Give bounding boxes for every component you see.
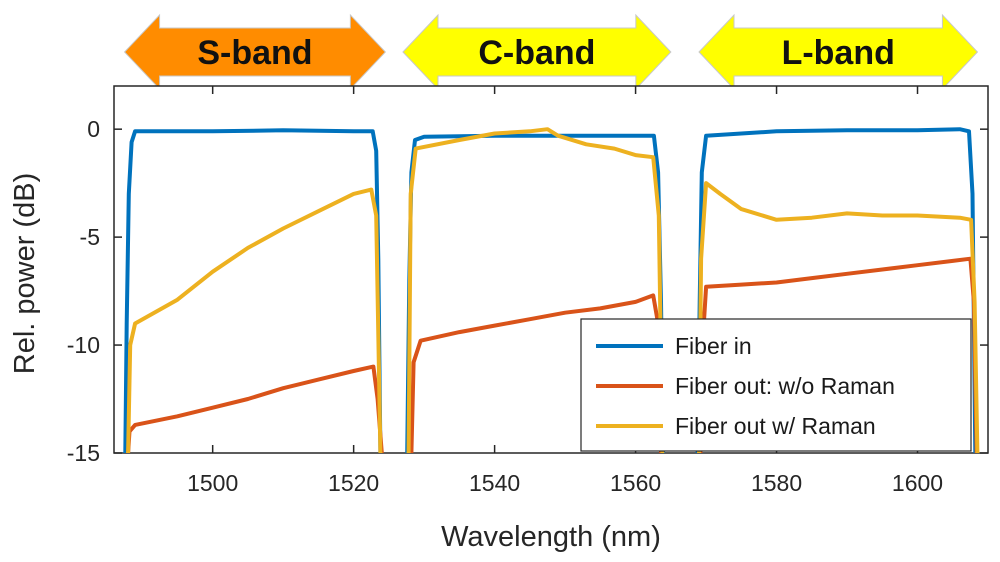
legend-entry-fiber-out-w-raman: Fiber out w/ Raman [675,413,876,439]
y-tick-label: 0 [87,116,100,142]
band-label-s-band: S-band [197,34,312,72]
band-label-c-band: C-band [478,34,595,72]
series-line-fiber-out-w-raman-2 [406,127,665,453]
y-tick-label: -5 [80,224,100,250]
band-arrow-l-band [698,13,979,91]
y-axis-label: Rel. power (dB) [9,173,41,374]
y-tick-label: -15 [67,440,100,466]
series-line-fiber-out-w-o-raman-1 [126,364,384,453]
series-line-fiber-out-w-o-raman-3 [698,256,979,453]
x-tick-label: 1580 [751,470,802,496]
band-arrow-c-band [402,13,672,91]
x-tick-label: 1500 [187,470,238,496]
x-tick-label: 1540 [469,470,520,496]
band-label-l-band: L-band [782,34,895,72]
series-line-fiber-out-w-o-raman-2 [409,293,663,453]
x-axis-label: Wavelength (nm) [441,521,661,553]
series-line-fiber-in-3 [695,127,978,453]
series-line-fiber-out-w-raman-3 [697,181,980,453]
band-arrows: S-band C-band L-band [123,13,979,91]
axis-ticks: 1500 1520 1540 1560 1580 1600 0 -5 -10 -15 [67,86,988,496]
series-line-fiber-in-1 [123,128,383,453]
band-arrow-s-band [123,13,387,91]
series-line-fiber-out-w-raman-1 [126,187,383,453]
legend-entry-fiber-in: Fiber in [675,333,752,359]
x-tick-label: 1560 [610,470,661,496]
legend-entry-fiber-out-w-o-raman: Fiber out: w/o Raman [675,373,895,399]
x-tick-label: 1600 [892,470,943,496]
y-tick-label: -10 [67,332,100,358]
legend: Fiber in Fiber out: w/o Raman Fiber out w/… [580,318,972,452]
series-lines [123,127,980,453]
x-tick-label: 1520 [328,470,379,496]
